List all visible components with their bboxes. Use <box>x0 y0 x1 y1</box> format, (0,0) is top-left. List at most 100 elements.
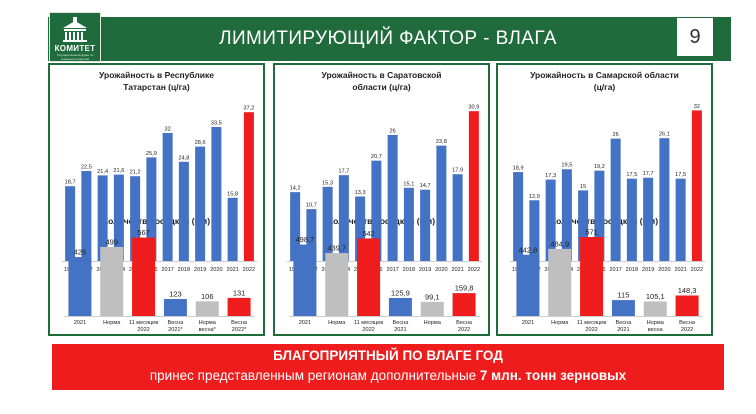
data-label: 17,3 <box>545 173 556 179</box>
bar <box>611 300 635 316</box>
data-label: 17,5 <box>675 172 686 178</box>
data-label: 484,9 <box>550 239 569 248</box>
bar <box>146 157 157 261</box>
data-label: 19,5 <box>561 163 572 169</box>
bar <box>81 171 92 261</box>
bar <box>452 293 476 316</box>
tick-label: весна <box>648 327 664 333</box>
bar <box>65 186 76 261</box>
data-label: 22,5 <box>81 165 92 171</box>
data-label: 15,1 <box>403 181 414 187</box>
yield-title-line-1: Урожайность в Республике <box>99 70 214 80</box>
tick-label: 2017 <box>609 267 621 273</box>
logo-subtitle: Государственной Думы по аграрным вопроса… <box>56 53 94 61</box>
data-label: 23,8 <box>436 139 447 145</box>
data-label: 567 <box>137 228 150 237</box>
bar <box>338 175 349 261</box>
tick-label: 2021 <box>617 327 629 333</box>
tick-label: Весна <box>456 320 473 326</box>
bar <box>130 176 141 261</box>
data-label: 18,9 <box>513 166 524 172</box>
bar <box>420 189 431 261</box>
tick-label: 2022 <box>585 327 597 333</box>
data-label: 542 <box>362 229 375 238</box>
bar <box>436 145 447 261</box>
data-label: 148,3 <box>678 286 697 295</box>
tick-label: 2022 <box>458 327 470 333</box>
yield-title-line-1: Урожайность в Саратовской <box>321 70 442 80</box>
data-label: 25,9 <box>146 151 157 157</box>
banner-text: принес представленным регионам дополните… <box>52 368 724 383</box>
tick-label: Весна <box>615 320 632 326</box>
data-label: 19,2 <box>594 164 605 170</box>
tick-label: 2021 <box>226 267 238 273</box>
tick-label: Весна <box>679 320 696 326</box>
bar <box>325 253 349 316</box>
bar <box>626 178 637 261</box>
yield-chart: 18,9199012,9201217,3201319,5201415201519… <box>510 104 705 273</box>
tick-label: 11 месяцев <box>129 320 158 326</box>
bar <box>548 248 572 316</box>
bar <box>675 295 699 316</box>
chart-canvas: 14,2199010,7201215,3201317,7201413,32015… <box>287 105 482 333</box>
data-label: 499 <box>105 237 118 246</box>
bar <box>68 257 92 316</box>
data-label: 125,9 <box>391 288 410 297</box>
tick-label: 2022 <box>137 327 149 333</box>
logo-name: КОМИТЕТ <box>54 44 96 53</box>
data-label: 99,1 <box>425 292 440 301</box>
tick-label: 2021 <box>394 327 406 333</box>
data-label: 115 <box>617 291 629 300</box>
data-label: 24,8 <box>178 155 189 161</box>
panel-samara: Урожайность в Самарской области (ц/га) К… <box>496 63 713 336</box>
tick-label: Норма <box>328 320 346 326</box>
yield-chart-title: Урожайность в Республике Татарстан (ц/га… <box>50 69 263 93</box>
data-label: 106 <box>201 292 214 301</box>
data-label: 439,7 <box>327 244 346 253</box>
bar <box>163 298 187 317</box>
page-number: 9 <box>676 17 714 57</box>
yield-chart-title: Урожайность в Саратовской области (ц/га) <box>275 69 488 93</box>
panel-saratov: Урожайность в Саратовской области (ц/га)… <box>273 63 490 336</box>
bar <box>561 169 572 261</box>
conclusion-banner: БЛАГОПРИЯТНЫЙ ПО ВЛАГЕ ГОД принес предст… <box>52 344 724 390</box>
data-label: 32 <box>694 104 700 110</box>
data-label: 28,6 <box>195 140 206 146</box>
data-label: 442,8 <box>519 245 538 254</box>
tick-label: 2017 <box>386 267 398 273</box>
yield-title-line-2: Татарстан (ц/га) <box>123 82 190 92</box>
tick-label: 2022 <box>468 267 480 273</box>
yield-title-line-2: (ц/га) <box>593 82 616 92</box>
banner-headline: БЛАГОПРИЯТНЫЙ ПО ВЛАГЕ ГОД <box>273 348 503 363</box>
banner-text-prefix: принес представленным регионам дополните… <box>149 368 480 383</box>
bar <box>643 177 654 261</box>
tick-label: весна* <box>199 327 217 333</box>
tick-label: 2022 <box>691 267 703 273</box>
tick-label: Весна <box>231 320 248 326</box>
yield-title-line-1: Урожайность в Самарской области <box>530 70 679 80</box>
tick-label: 2022 <box>362 327 374 333</box>
bar <box>594 170 605 261</box>
tick-label: 2020 <box>658 267 670 273</box>
data-label: 159,8 <box>455 284 474 293</box>
bar <box>452 174 463 261</box>
tick-label: 2018 <box>403 267 415 273</box>
data-label: 17,7 <box>338 169 349 175</box>
bar <box>100 246 124 316</box>
yield-title-line-2: области (ц/га) <box>352 82 411 92</box>
tick-label: 2019 <box>419 267 431 273</box>
bar <box>132 237 156 316</box>
data-label: 17,5 <box>626 172 637 178</box>
data-label: 105,1 <box>646 292 665 301</box>
bar <box>306 209 317 261</box>
precip-chart-title: Количество осадков (мм) <box>550 216 659 226</box>
bar <box>357 238 381 316</box>
tick-label: 2021 <box>522 320 534 326</box>
tick-label: 2018 <box>626 267 638 273</box>
tick-label: Норма <box>551 320 569 326</box>
bar <box>178 161 189 261</box>
data-label: 17,9 <box>452 168 463 174</box>
data-label: 18,7 <box>65 180 76 186</box>
